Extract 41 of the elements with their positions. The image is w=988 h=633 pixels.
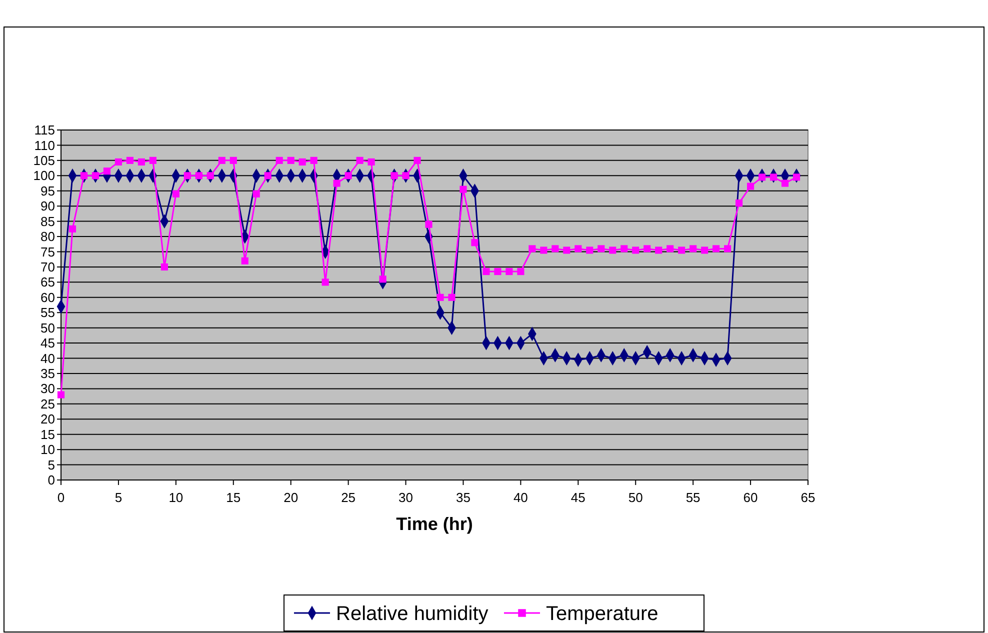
y-tick-label: 65 — [40, 274, 55, 290]
y-tick-label: 0 — [48, 472, 55, 488]
legend-label: Temperature — [546, 603, 658, 625]
x-tick-label: 0 — [57, 490, 65, 505]
y-tick-label: 110 — [34, 138, 55, 153]
y-tick-label: 100 — [33, 168, 55, 184]
y-tick-label: 105 — [33, 152, 55, 168]
x-tick-label: 55 — [686, 490, 700, 505]
y-tick-label: 30 — [40, 381, 55, 396]
x-tick-label: 35 — [456, 490, 470, 505]
y-tick-label: 75 — [40, 244, 55, 260]
x-axis-title: Time (hr) — [396, 514, 473, 534]
y-tick-label: 35 — [40, 366, 55, 382]
x-tick-label: 15 — [226, 490, 241, 505]
y-tick-label: 5 — [48, 457, 55, 472]
y-tick-label: 115 — [34, 122, 55, 138]
y-tick-label: 70 — [40, 260, 55, 275]
x-tick-label: 20 — [284, 490, 298, 505]
y-tick-label: 10 — [40, 442, 55, 458]
x-tick-label: 60 — [743, 490, 758, 505]
y-tick-label: 20 — [40, 412, 55, 427]
x-tick-label: 30 — [398, 490, 414, 505]
y-tick-label: 95 — [40, 183, 55, 198]
y-tick-label: 15 — [40, 426, 55, 442]
y-tick-label: 80 — [40, 229, 55, 244]
x-tick-label: 25 — [341, 490, 356, 505]
y-tick-label: 85 — [40, 214, 55, 229]
x-tick-label: 5 — [114, 490, 122, 505]
y-tick-label: 60 — [40, 290, 55, 305]
y-tick-label: 90 — [40, 198, 55, 214]
y-tick-label: 50 — [40, 320, 55, 336]
y-tick-label: 40 — [40, 350, 55, 366]
x-tick-label: 50 — [628, 490, 643, 505]
y-tick-label: 45 — [40, 336, 55, 351]
y-tick-label: 55 — [40, 305, 55, 320]
x-tick-label: 45 — [570, 490, 586, 505]
x-tick-label: 40 — [513, 490, 528, 505]
legend-label: Relative humidity — [336, 603, 488, 625]
y-tick-label: 25 — [40, 396, 55, 412]
x-tick-label: 65 — [800, 490, 816, 505]
x-tick-label: 10 — [168, 490, 184, 505]
